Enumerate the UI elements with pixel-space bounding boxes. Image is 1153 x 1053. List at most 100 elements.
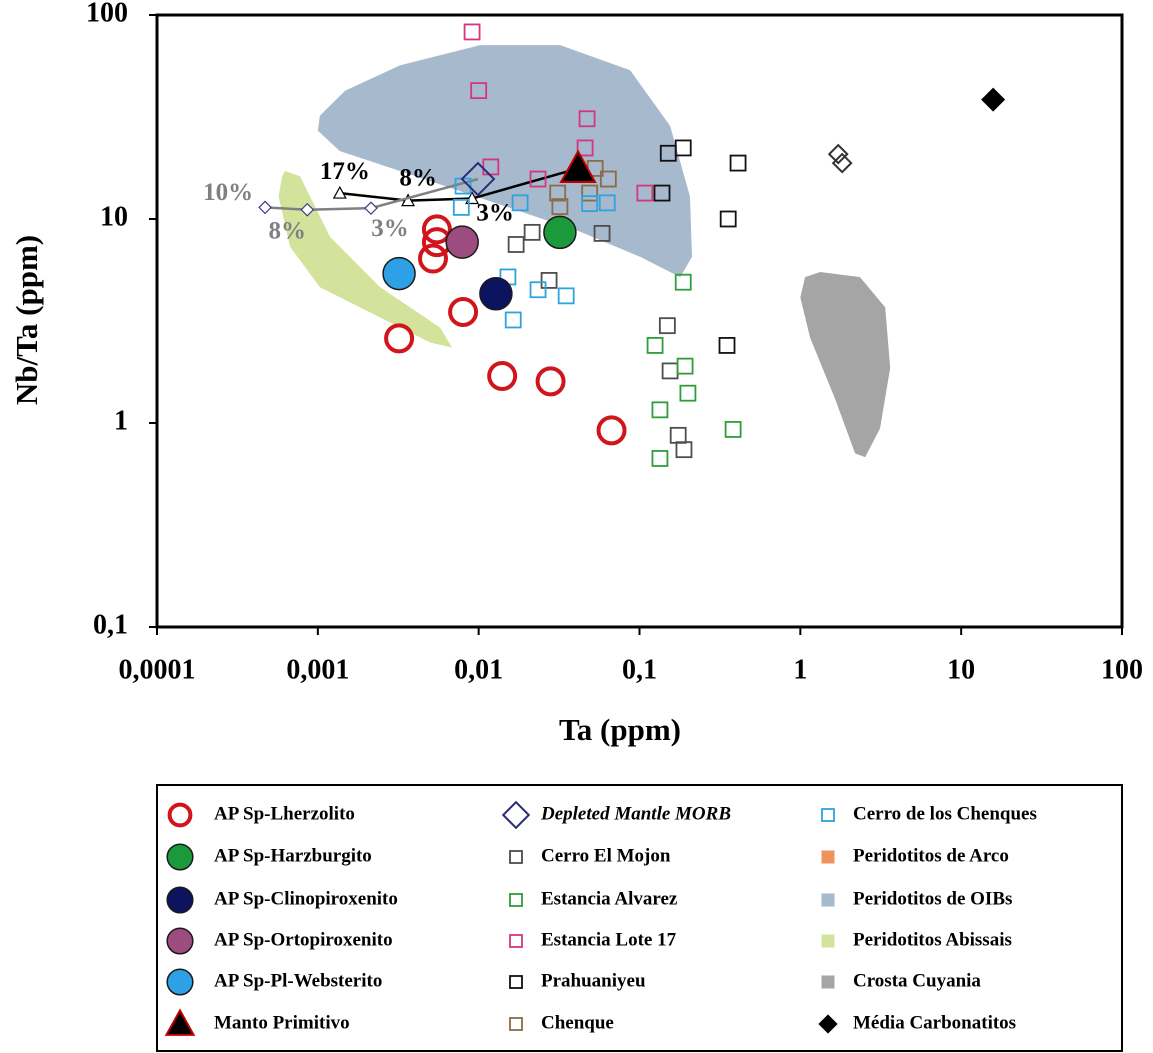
marker-open-square [452, 198, 470, 216]
legend-label: Peridotitos Abissais [853, 929, 1012, 950]
marker-open-diamond [831, 152, 853, 174]
y-axis-title: Nb/Ta (ppm) [9, 235, 44, 405]
marker-open-diamond [827, 143, 849, 165]
marker-open-square [463, 23, 481, 41]
marker-circle [382, 256, 416, 291]
legend-box [156, 784, 1123, 1052]
marker-open-square [578, 110, 596, 128]
marker-open-square [581, 195, 599, 212]
marker-open-square [482, 158, 500, 176]
plot-area: 17% 8% 3% 10% 8% 3% [203, 23, 1006, 467]
marker-open-square [679, 384, 697, 402]
curve-point [300, 202, 315, 217]
y-tick-label: 10 [100, 201, 128, 232]
marker-open-square [651, 450, 669, 467]
marker-open-square [675, 441, 693, 459]
legend-label: Prahuaniyeu [541, 970, 646, 991]
y-tick-label: 0,1 [93, 609, 128, 640]
marker-open-square [718, 337, 736, 354]
marker-open-circle [596, 415, 627, 446]
field-region [317, 45, 692, 278]
legend-label: Cerro El Mojon [541, 845, 671, 866]
marker-open-square [646, 337, 664, 354]
legend: AP Sp-Lherzolito AP Sp-Harzburgito AP Sp-C… [164, 800, 1037, 1036]
marker-open-square [470, 82, 488, 100]
curve-label: 8% [399, 164, 437, 191]
melting-curve [339, 167, 579, 202]
legend-label: Peridotitos de OIBs [853, 888, 1012, 909]
legend-label: AP Sp-Pl-Websterito [214, 970, 382, 991]
x-tick-label: 0,0001 [119, 654, 196, 685]
marker-filled-diamond [981, 87, 1006, 112]
melting-curve [265, 177, 479, 212]
curve-label: 10% [203, 179, 253, 206]
marker-open-square [540, 272, 558, 289]
marker-open-square [529, 170, 547, 188]
marker-open-square [599, 170, 617, 188]
marker-field [821, 850, 835, 864]
marker-open-square [674, 139, 692, 157]
marker-open-square [598, 194, 616, 212]
marker-circle [445, 225, 479, 259]
marker-open-square [653, 184, 671, 202]
x-tick-label: 10 [947, 654, 975, 685]
marker-open-square [719, 210, 737, 228]
marker-open-square [523, 223, 541, 241]
marker-open-square [581, 184, 599, 202]
marker-circle [166, 968, 194, 996]
marker-open-square [557, 287, 575, 305]
x-axis-title: Ta (ppm) [559, 712, 681, 747]
x-tick-label: 100 [1101, 654, 1143, 685]
curve-label: 3% [371, 215, 409, 242]
marker-open-square [509, 1017, 523, 1031]
marker-open-square [724, 421, 742, 438]
legend-label: AP Sp-Harzburgito [214, 845, 372, 866]
curve-point [258, 200, 272, 215]
x-tick-label: 0,1 [622, 654, 657, 685]
marker-open-square [549, 184, 567, 202]
marker-open-square [674, 273, 692, 291]
marker-open-square [504, 311, 522, 329]
marker-field [821, 975, 835, 989]
marker-open-square [729, 154, 747, 172]
legend-label: AP Sp-Clinopiroxenito [214, 888, 398, 909]
curve-point [364, 201, 378, 216]
marker-open-square [576, 139, 594, 157]
marker-open-circle [487, 360, 518, 391]
legend-label: Crosta Cuyania [853, 970, 981, 991]
marker-open-circle [167, 802, 193, 828]
legend-label: AP Sp-Lherzolito [214, 803, 355, 824]
marker-circle [479, 277, 513, 311]
legend-label: Manto Primitivo [214, 1012, 350, 1033]
marker-open-square [507, 236, 525, 253]
legend-label: AP Sp-Ortopiroxenito [214, 929, 393, 950]
marker-circle [543, 215, 577, 250]
legend-label: Depleted Mantle MORB [540, 803, 731, 824]
marker-open-square [509, 850, 523, 864]
x-tick-label: 0,001 [286, 654, 349, 685]
marker-open-circle [384, 323, 415, 354]
marker-open-diamond [460, 161, 496, 197]
marker-open-square [529, 281, 547, 299]
curve-label: 3% [476, 199, 514, 226]
x-tick-label: 0,01 [454, 654, 503, 685]
field-region [278, 170, 453, 348]
legend-label: Média Carbonatitos [853, 1012, 1016, 1033]
marker-triangle [164, 1008, 196, 1036]
marker-open-square [551, 198, 569, 216]
marker-open-square [509, 934, 523, 948]
marker-open-square [593, 224, 611, 242]
curve-label: 17% [320, 158, 370, 185]
y-tick-label: 100 [86, 0, 128, 28]
marker-open-square [658, 317, 676, 335]
marker-open-circle [535, 366, 566, 397]
marker-open-square [676, 357, 694, 375]
x-tick-label: 1 [793, 654, 807, 685]
curve-label: 8% [269, 217, 307, 244]
legend-label: Peridotitos de Arco [853, 845, 1009, 866]
field-region [800, 271, 891, 458]
legend-label: Estancia Lote 17 [541, 929, 677, 950]
marker-field [821, 893, 835, 907]
legend-label: Estancia Alvarez [541, 888, 678, 909]
